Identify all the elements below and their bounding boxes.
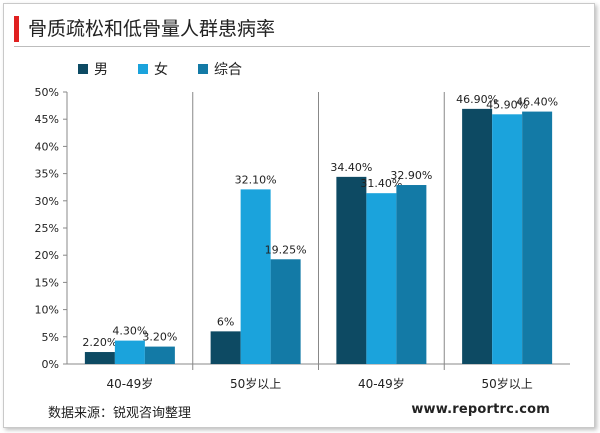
data-label: 34.40% — [330, 161, 372, 174]
site-watermark: www.reportrc.com — [411, 402, 550, 417]
y-tick-label: 35% — [35, 168, 59, 181]
data-label: 46.40% — [516, 96, 558, 109]
bar-female — [240, 189, 271, 364]
legend-swatch-combined — [198, 64, 208, 74]
bar-combined — [396, 185, 427, 364]
title-divider — [14, 46, 590, 47]
y-tick-label: 10% — [35, 304, 59, 317]
y-tick-label: 20% — [35, 249, 59, 262]
data-label: 6% — [217, 315, 234, 328]
x-category-label: 50岁以上 — [230, 376, 281, 391]
legend-label-combined: 综合 — [214, 62, 242, 78]
x-category-label: 40-49岁 — [106, 376, 153, 391]
y-tick-label: 30% — [35, 195, 59, 208]
data-label: 19.25% — [265, 243, 307, 256]
data-source-note: 数据来源：锐观咨询整理 — [48, 406, 192, 421]
bar-combined — [270, 259, 301, 364]
y-tick-label: 40% — [35, 140, 59, 153]
y-tick-label: 50% — [35, 86, 59, 99]
bar-male — [336, 176, 367, 364]
y-tick-label: 15% — [35, 276, 59, 289]
chart-title: 骨质疏松和低骨量人群患病率 — [28, 18, 276, 40]
y-tick-label: 25% — [35, 222, 59, 235]
bar-combined — [522, 111, 553, 364]
data-label: 31.40% — [360, 177, 402, 190]
x-category-label: 50岁以上 — [481, 376, 532, 391]
data-label: 3.20% — [142, 331, 177, 344]
bar-male — [84, 352, 115, 364]
legend-item-male: 男 — [78, 59, 108, 79]
title-accent-bar — [14, 16, 19, 42]
bar-female — [366, 193, 397, 364]
chart-frame: 骨质疏松和低骨量人群患病率 男 女 综合 0% 5% 10% 15% 20% 25% 30%… — [3, 3, 595, 428]
x-category-label: 40-49岁 — [358, 376, 405, 391]
bar-female — [114, 340, 145, 364]
data-label: 4.30% — [112, 325, 147, 338]
bar-male — [210, 331, 241, 364]
bar-female — [492, 114, 523, 364]
data-label: 32.90% — [390, 169, 432, 182]
data-label: 2.20% — [82, 336, 117, 349]
legend-label-male: 男 — [94, 62, 108, 78]
legend-label-female: 女 — [154, 62, 168, 78]
legend-item-combined: 综合 — [198, 59, 242, 79]
y-tick-label: 5% — [42, 331, 59, 344]
data-label: 32.10% — [235, 173, 277, 186]
data-label: 46.90% — [456, 93, 498, 106]
legend: 男 女 综合 — [78, 59, 242, 79]
legend-swatch-female — [138, 64, 148, 74]
data-label: 45.90% — [486, 98, 528, 111]
bar-male — [462, 108, 493, 364]
y-tick-label: 0% — [42, 358, 59, 371]
bar-chart: 0% 5% 10% 15% 20% 25% 30% 35% 40% 45% 50% 2.20%4.30… — [35, 86, 570, 391]
legend-swatch-male — [78, 64, 88, 74]
bar-combined — [144, 346, 175, 364]
y-tick-label: 45% — [35, 113, 59, 126]
legend-item-female: 女 — [138, 59, 168, 79]
